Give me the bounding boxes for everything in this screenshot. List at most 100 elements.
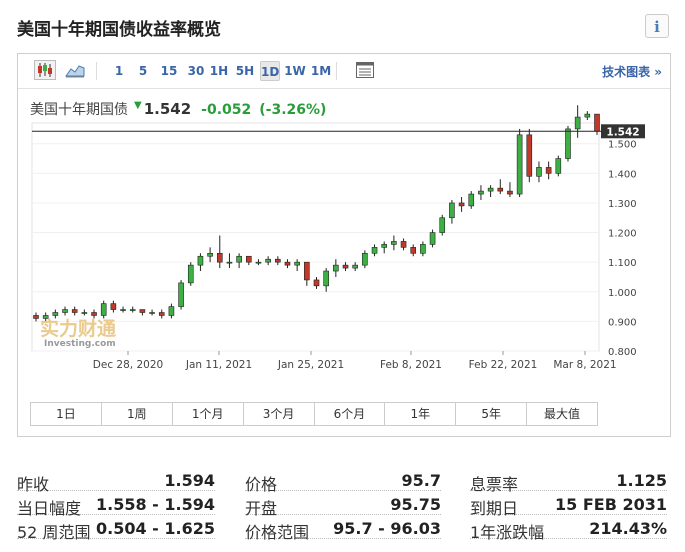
table-view-icon[interactable]: [354, 60, 376, 80]
timeframe-15[interactable]: 15: [160, 64, 178, 78]
area-chart-type-icon[interactable]: [64, 60, 86, 80]
candle: [265, 256, 271, 266]
candle: [149, 309, 155, 316]
range-5[interactable]: 1年: [385, 403, 457, 425]
candle: [458, 197, 465, 212]
stat-value: 95.7 - 96.03: [333, 519, 441, 538]
timeframe-1w[interactable]: 1W: [284, 64, 306, 78]
candle: [81, 309, 88, 316]
y-tick-label: 1.300: [608, 199, 637, 210]
candle: [526, 128, 533, 183]
stat-row: 1年涨跌幅 214.43%: [470, 514, 667, 542]
candle: [449, 199, 455, 224]
y-tick-label: 0.800: [608, 347, 637, 358]
stat-row: 价格范围 95.7 - 96.03: [245, 514, 441, 542]
stat-value: 214.43%: [589, 519, 667, 538]
candle: [245, 255, 252, 266]
candle: [468, 191, 475, 209]
last-price-label: 1.542: [606, 126, 639, 138]
last-price-line: 1.542: [32, 124, 645, 139]
range-2[interactable]: 1个月: [173, 403, 244, 425]
stat-label: 价格范围: [245, 523, 310, 542]
candle: [207, 247, 213, 263]
timeframe-5[interactable]: 5: [138, 64, 148, 78]
stat-label: 昨收: [17, 475, 50, 494]
stat-label: 到期日: [470, 499, 519, 518]
toolbar-divider: [336, 62, 337, 80]
candle: [255, 259, 262, 266]
stat-label: 价格: [245, 475, 278, 494]
candle: [565, 125, 571, 162]
y-tick-label: 1.100: [608, 258, 637, 269]
candlestick-type-icon[interactable]: [34, 60, 56, 80]
stat-row: 52 周范围 0.504 - 1.625: [17, 514, 215, 542]
range-7[interactable]: 最大值: [544, 407, 581, 421]
timeframe-1m[interactable]: 1M: [310, 64, 332, 78]
range-1[interactable]: 1周: [102, 403, 173, 425]
candle: [216, 235, 223, 269]
candle: [516, 128, 523, 198]
candle: [236, 253, 242, 269]
price-chart[interactable]: 实力财通 Investing.com 0.800 0.900 1.000 1.100 1…: [18, 54, 670, 399]
x-tick-label: Feb 8, 2021: [380, 359, 442, 371]
candle: [507, 182, 513, 198]
candles: [33, 105, 600, 322]
candle: [429, 229, 436, 248]
candle: [304, 261, 310, 286]
stat-row: 当日幅度 1.558 - 1.594: [17, 490, 215, 518]
stat-value: 15 FEB 2031: [555, 495, 667, 514]
watermark-brand: 实力财通: [40, 317, 117, 340]
stat-label: 息票率: [470, 475, 519, 494]
last-price: 1.542: [143, 100, 192, 118]
tech-chart-link[interactable]: 技术图表 »: [602, 65, 662, 79]
range-4[interactable]: 6个月: [315, 403, 386, 425]
quote-header: 美国十年期国债 ▼ 1.542 -0.052 (-3.26%): [30, 99, 334, 119]
stat-value: 95.75: [390, 495, 441, 514]
candle: [545, 161, 552, 180]
candle: [129, 306, 136, 313]
candle: [91, 309, 97, 319]
y-tick-label: 0.900: [608, 317, 637, 328]
timeframe-1d[interactable]: 1D: [260, 61, 280, 81]
watermark: 实力财通 Investing.com: [40, 317, 117, 349]
range-3[interactable]: 3个月: [244, 403, 315, 425]
y-tick-label: 1.000: [608, 288, 637, 299]
range-6[interactable]: 5年: [456, 403, 528, 425]
candle: [487, 185, 494, 198]
candle: [226, 253, 233, 269]
candle: [555, 155, 562, 177]
timeframe-5h[interactable]: 5H: [235, 64, 255, 78]
page-title: 美国十年期国债收益率概览: [17, 20, 221, 40]
stat-value: 1.594: [164, 471, 215, 490]
stat-row: 到期日 15 FEB 2031: [470, 490, 667, 518]
candle: [62, 306, 68, 316]
candle: [100, 300, 107, 319]
timeframe-30[interactable]: 30: [187, 64, 205, 78]
candle: [497, 179, 504, 195]
timeframe-1[interactable]: 1: [114, 64, 124, 78]
x-tick-label: Jan 25, 2021: [277, 359, 344, 371]
stat-row: 价格 95.7: [245, 466, 441, 494]
candle: [420, 241, 426, 257]
x-tick-label: Dec 28, 2020: [93, 359, 163, 371]
timeframe-1h[interactable]: 1H: [209, 64, 229, 78]
candle: [342, 262, 349, 272]
candle: [275, 256, 281, 266]
stat-row: 昨收 1.594: [17, 466, 215, 494]
stat-value: 1.125: [616, 471, 667, 490]
candle: [33, 312, 39, 322]
chart-grid: [32, 143, 599, 352]
down-arrow-icon: ▼: [134, 100, 142, 111]
y-tick-label: 1.500: [608, 140, 637, 151]
stat-row: 息票率 1.125: [470, 466, 667, 494]
candle: [313, 276, 320, 289]
info-icon[interactable]: i: [645, 14, 669, 38]
stat-value: 1.558 - 1.594: [96, 495, 215, 514]
candle: [120, 306, 126, 313]
y-axis: 0.800 0.900 1.000 1.100 1.200 1.300 1.400 1.500: [608, 140, 637, 358]
candle: [284, 259, 291, 269]
y-tick-label: 1.200: [608, 229, 637, 240]
range-0[interactable]: 1日: [31, 403, 102, 425]
chart-widget: 1 5 15 30 1H 5H 1D 1W 1M 技术图表 » 美国十年期国债 ▼ 1.542 -0.…: [17, 53, 671, 437]
stat-label: 当日幅度: [17, 499, 82, 518]
